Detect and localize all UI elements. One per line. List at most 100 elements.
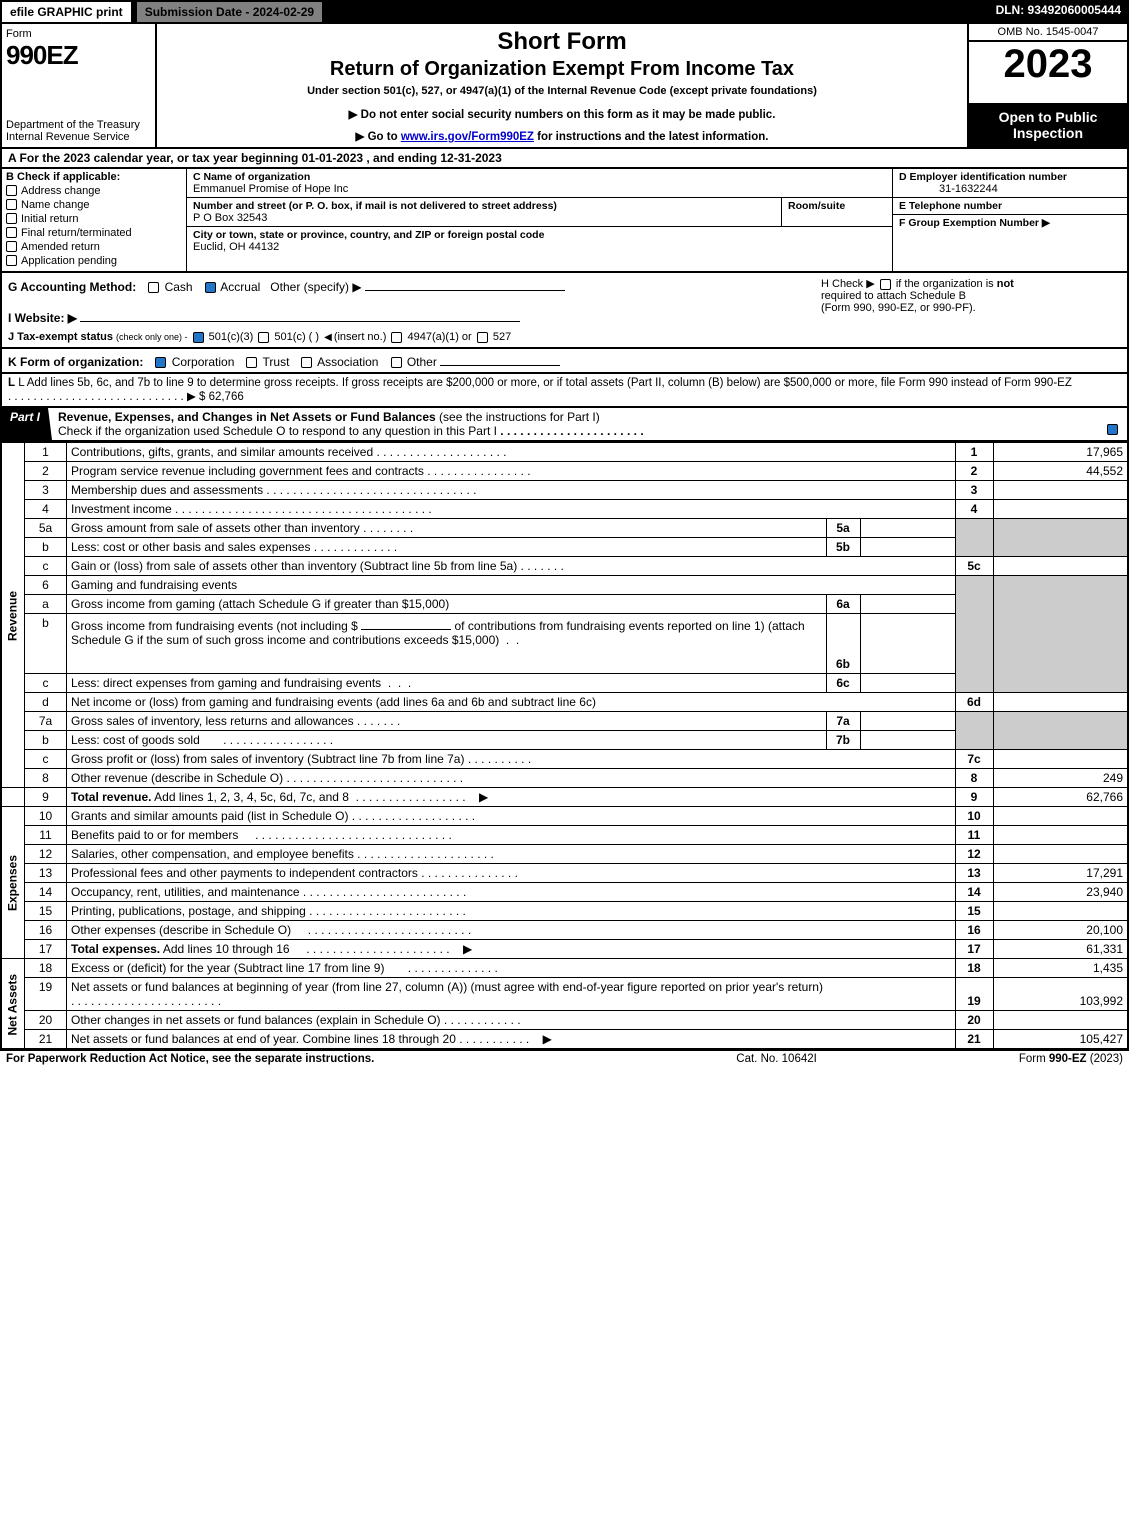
ln-desc: Excess or (deficit) for the year (Subtra… [71,961,384,975]
checkbox-4947[interactable] [391,332,402,343]
ln-val [993,826,1128,845]
ln-idx: 4 [955,500,993,519]
line-h: H Check ▶ if the organization is not req… [821,277,1121,343]
address-label: Number and street (or P. O. box, if mail… [193,200,557,212]
ln-num: 18 [25,959,67,978]
chk-name-change[interactable]: Name change [6,199,182,211]
ln-desc: Net income or (loss) from gaming and fun… [71,695,596,709]
chk-address-change[interactable]: Address change [6,185,182,197]
ln-idx: 20 [955,1011,993,1030]
ln-idx: 21 [955,1030,993,1050]
title-short-form: Short Form [163,28,961,56]
triangle-left-icon [322,331,334,343]
ln-idx: 13 [955,864,993,883]
checkbox-other[interactable] [391,357,402,368]
j-527: 527 [493,331,511,343]
ln-val [993,500,1128,519]
ln-val [993,750,1128,769]
dln-label: DLN: 93492060005444 [988,0,1129,24]
ln-val: 23,940 [993,883,1128,902]
ln-idx: 18 [955,959,993,978]
checkbox-cash[interactable] [148,282,159,293]
checkbox-527[interactable] [477,332,488,343]
ln-num: c [25,674,67,693]
h-line3: (Form 990, 990-EZ, or 990-PF). [821,302,976,314]
contrib-input[interactable] [361,616,451,630]
checkbox-accrual[interactable] [205,282,216,293]
checkbox-corporation[interactable] [155,357,166,368]
ln-idx: 6d [955,693,993,712]
other-specify-input[interactable] [365,277,565,291]
ln-idx: 1 [955,443,993,462]
ln-num: 13 [25,864,67,883]
checkbox-501c3[interactable] [193,332,204,343]
section-identification: B Check if applicable: Address change Na… [0,169,1129,273]
chk-final-return[interactable]: Final return/terminated [6,227,182,239]
line-i: I Website: ▶ [8,308,821,325]
ln-idx: 11 [955,826,993,845]
website-input[interactable] [80,308,520,322]
ln-idx: 8 [955,769,993,788]
chk-label: Amended return [21,241,100,253]
irs-link[interactable]: www.irs.gov/Form990EZ [401,131,534,143]
submission-date-button[interactable]: Submission Date - 2024-02-29 [135,0,324,24]
form-label: Form [6,28,151,40]
k-other-input[interactable] [440,352,560,366]
ln-subval [860,538,955,557]
checkbox-h[interactable] [880,279,891,290]
ln-subval [860,674,955,693]
ln-sub: 6c [826,674,860,693]
line-6: 6 Gaming and fundraising events [1,576,1128,595]
line-6d: d Net income or (loss) from gaming and f… [1,693,1128,712]
ln-num: 4 [25,500,67,519]
h-not: not [997,278,1014,290]
address-value: P O Box 32543 [193,212,267,224]
ssn-warning: ▶ Do not enter social security numbers o… [163,107,961,121]
k-label: K Form of organization: [8,355,143,369]
form-number: 990EZ [6,40,151,71]
subtitle: Under section 501(c), 527, or 4947(a)(1)… [163,85,961,97]
telephone-label: E Telephone number [899,200,1002,212]
ln-desc: Gross sales of inventory, less returns a… [71,714,354,728]
ln-num: 21 [25,1030,67,1050]
column-c-org-info: C Name of organization Emmanuel Promise … [187,169,892,271]
line-k: K Form of organization: Corporation Trus… [0,349,1129,374]
header-mid-col: Short Form Return of Organization Exempt… [157,24,967,147]
checkbox-schedule-o[interactable] [1107,424,1118,435]
ln-sub: 7a [826,712,860,731]
ln-num: 12 [25,845,67,864]
chk-initial-return[interactable]: Initial return [6,213,182,225]
ln-desc: Net assets or fund balances at beginning… [71,980,823,994]
line-7c: c Gross profit or (loss) from sales of i… [1,750,1128,769]
j-label: J Tax-exempt status [8,331,113,343]
chk-amended-return[interactable]: Amended return [6,241,182,253]
line-20: 20 Other changes in net assets or fund b… [1,1011,1128,1030]
part1-container: Part I Revenue, Expenses, and Changes in… [0,408,1129,442]
ln-val [993,557,1128,576]
ln-desc: Professional fees and other payments to … [71,866,418,880]
line-13: 13 Professional fees and other payments … [1,864,1128,883]
part1-check-line: Check if the organization used Schedule … [58,424,497,438]
efile-print-button[interactable]: efile GRAPHIC print [0,0,133,24]
line-10: Expenses 10 Grants and similar amounts p… [1,807,1128,826]
part1-title: Revenue, Expenses, and Changes in Net As… [52,408,1097,440]
ln-desc: Grants and similar amounts paid (list in… [71,809,348,823]
chk-application-pending[interactable]: Application pending [6,255,182,267]
column-b-checkboxes: B Check if applicable: Address change Na… [2,169,187,271]
ln-val: 105,427 [993,1030,1128,1050]
ln-val: 44,552 [993,462,1128,481]
ln-val [993,902,1128,921]
ln-idx: 15 [955,902,993,921]
checkbox-icon [6,199,17,210]
ln-idx: 7c [955,750,993,769]
checkbox-association[interactable] [301,357,312,368]
ln-val: 103,992 [993,978,1128,1011]
ln-num: 6 [25,576,67,595]
ln-val [993,807,1128,826]
line-3: 3 Membership dues and assessments . . . … [1,481,1128,500]
chk-label: Name change [21,199,90,211]
checkbox-trust[interactable] [246,357,257,368]
revenue-section-label: Revenue [1,443,25,788]
ln-desc: Occupancy, rent, utilities, and maintena… [71,885,300,899]
checkbox-501c[interactable] [258,332,269,343]
